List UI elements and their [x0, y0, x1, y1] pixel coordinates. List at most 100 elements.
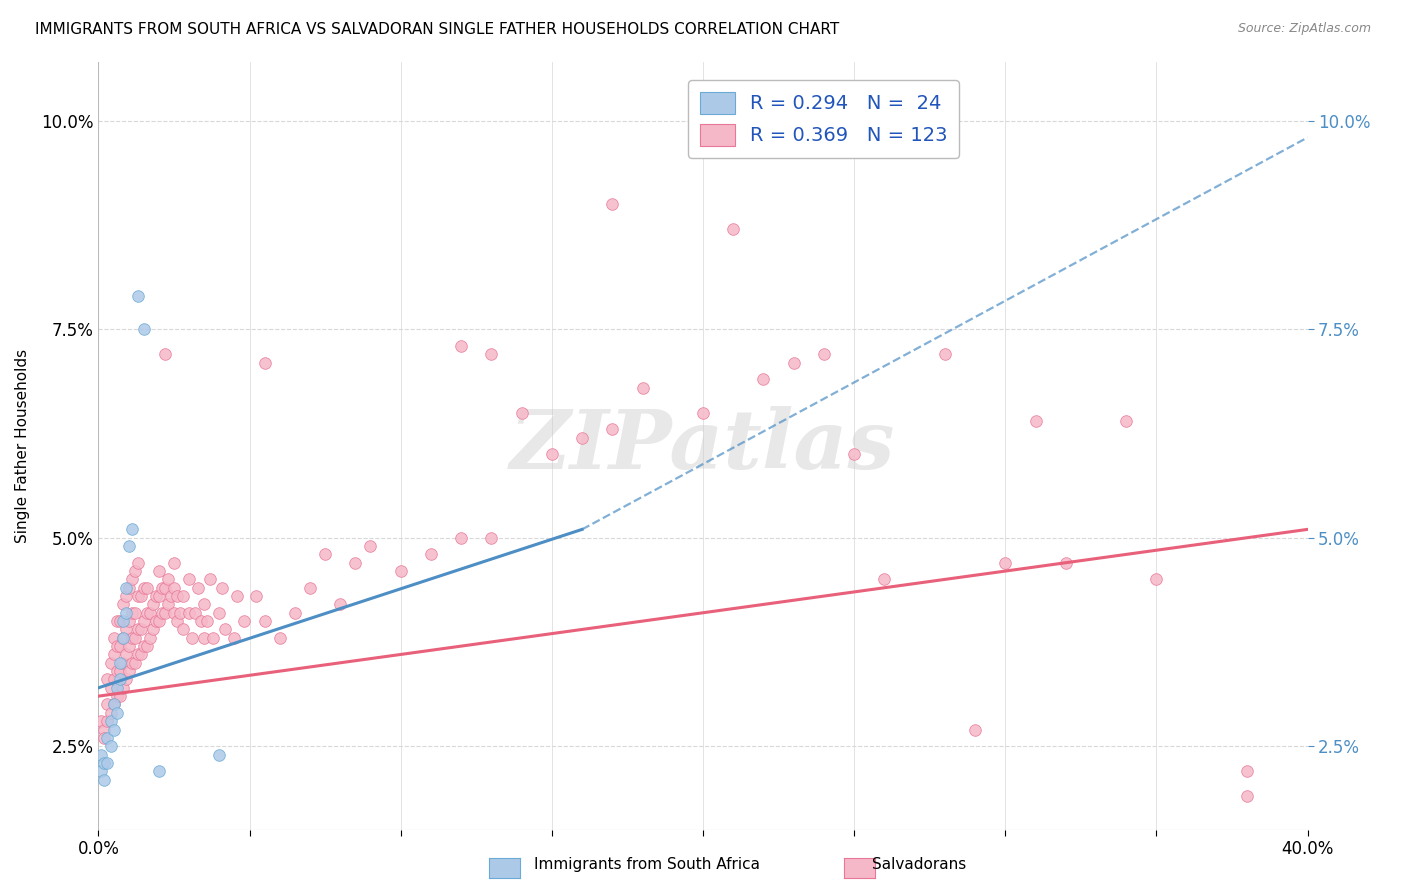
Point — [314, 548, 336, 562]
Point — [1236, 789, 1258, 804]
Point — [121, 573, 143, 587]
Point — [127, 289, 149, 303]
Point — [172, 589, 194, 603]
Point — [114, 606, 136, 620]
Point — [132, 322, 155, 336]
Point — [96, 673, 118, 687]
Point — [139, 631, 162, 645]
Point — [994, 556, 1017, 570]
Point — [93, 731, 115, 745]
Point — [96, 731, 118, 745]
Point — [105, 706, 128, 720]
Point — [389, 564, 412, 578]
Point — [450, 339, 472, 353]
Point — [103, 631, 125, 645]
Legend: R = 0.294   N =  24, R = 0.369   N = 123: R = 0.294 N = 24, R = 0.369 N = 123 — [688, 79, 959, 158]
Point — [148, 564, 170, 578]
Point — [284, 606, 307, 620]
Point — [100, 714, 122, 728]
Point — [163, 606, 186, 620]
Point — [602, 422, 624, 436]
Point — [135, 606, 157, 620]
Point — [100, 681, 122, 695]
Point — [114, 581, 136, 595]
Point — [1115, 414, 1137, 428]
Point — [139, 606, 162, 620]
Point — [208, 747, 231, 762]
Point — [211, 581, 233, 595]
Point — [481, 347, 503, 361]
Point — [193, 631, 215, 645]
Point — [105, 689, 128, 703]
Point — [103, 698, 125, 712]
Point — [142, 623, 165, 637]
Point — [253, 356, 276, 370]
Point — [1144, 573, 1167, 587]
Point — [783, 356, 806, 370]
Point — [118, 639, 141, 653]
Text: ZIPatlas: ZIPatlas — [510, 406, 896, 486]
Point — [723, 222, 745, 236]
Point — [90, 714, 112, 728]
Point — [1054, 556, 1077, 570]
Point — [1024, 414, 1046, 428]
Point — [873, 573, 896, 587]
Point — [540, 447, 562, 461]
Point — [163, 556, 186, 570]
Point — [114, 623, 136, 637]
Point — [420, 548, 443, 562]
Point — [105, 681, 128, 695]
Point — [1236, 764, 1258, 779]
Point — [121, 606, 143, 620]
Point — [510, 406, 533, 420]
Point — [118, 539, 141, 553]
Point — [232, 614, 254, 628]
Point — [844, 447, 866, 461]
Point — [111, 656, 134, 670]
Point — [114, 673, 136, 687]
Point — [96, 714, 118, 728]
Point — [200, 573, 222, 587]
Point — [135, 639, 157, 653]
Point — [103, 723, 125, 737]
Point — [195, 614, 218, 628]
Point — [132, 639, 155, 653]
Point — [108, 689, 131, 703]
Point — [121, 522, 143, 536]
Point — [169, 606, 191, 620]
Point — [118, 581, 141, 595]
Point — [103, 648, 125, 662]
Point — [224, 631, 246, 645]
Point — [166, 614, 188, 628]
Point — [100, 656, 122, 670]
Point — [100, 706, 122, 720]
Point — [135, 581, 157, 595]
Point — [129, 589, 152, 603]
Point — [142, 598, 165, 612]
Point — [202, 631, 225, 645]
Point — [269, 631, 291, 645]
Point — [160, 589, 183, 603]
Point — [100, 739, 122, 754]
Point — [108, 639, 131, 653]
Point — [179, 573, 201, 587]
Point — [93, 756, 115, 770]
Point — [121, 631, 143, 645]
Point — [127, 648, 149, 662]
Point — [163, 581, 186, 595]
Point — [105, 639, 128, 653]
Point — [148, 614, 170, 628]
Point — [156, 573, 179, 587]
Point — [103, 698, 125, 712]
Point — [813, 347, 835, 361]
Point — [179, 606, 201, 620]
Point — [181, 631, 204, 645]
Point — [129, 623, 152, 637]
Point — [114, 589, 136, 603]
Point — [184, 606, 207, 620]
Point — [153, 347, 176, 361]
Point — [96, 756, 118, 770]
Text: IMMIGRANTS FROM SOUTH AFRICA VS SALVADORAN SINGLE FATHER HOUSEHOLDS CORRELATION : IMMIGRANTS FROM SOUTH AFRICA VS SALVADOR… — [35, 22, 839, 37]
Point — [105, 614, 128, 628]
Point — [150, 581, 173, 595]
